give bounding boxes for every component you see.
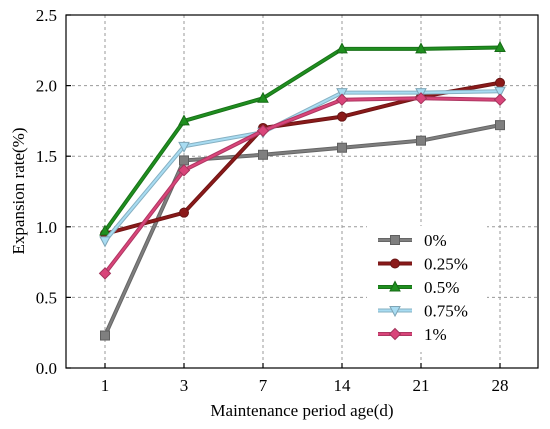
series-line	[104, 81, 501, 235]
x-tick-label: 21	[413, 376, 430, 395]
y-tick-label: 0.5	[36, 288, 57, 307]
data-point	[179, 207, 189, 218]
data-point	[495, 77, 505, 88]
data-point	[99, 224, 111, 236]
data-point	[494, 40, 506, 52]
y-tick-label: 2.0	[36, 77, 57, 96]
data-point	[98, 267, 112, 280]
legend-marker	[389, 280, 401, 292]
series-line-outline	[104, 80, 501, 236]
plot-area-frame	[65, 14, 539, 369]
y-tick-label: 1.0	[36, 218, 57, 237]
series-0_5pct	[99, 40, 506, 236]
legend-marker	[389, 306, 401, 318]
data-point	[337, 111, 347, 122]
data-point	[414, 92, 428, 105]
series-0_75pct	[99, 86, 506, 248]
y-tick-label: 0.0	[36, 359, 57, 378]
legend-label: 0.5%	[424, 278, 459, 297]
data-point	[494, 86, 506, 98]
x-tick-label: 7	[259, 376, 268, 395]
data-point	[495, 120, 505, 131]
series-line	[104, 46, 501, 232]
x-tick-label: 14	[334, 376, 352, 395]
y-axis-title: Expansion rate(%)	[9, 128, 28, 255]
data-point	[336, 42, 348, 54]
data-point	[335, 93, 349, 106]
x-tick-label: 28	[492, 376, 509, 395]
data-point	[336, 88, 348, 100]
y-tick-label: 2.5	[36, 6, 57, 25]
legend: 0% 0.25% 0.5% 0.75% 1%	[367, 226, 487, 352]
x-tick-label: 1	[101, 376, 110, 395]
data-point	[256, 124, 270, 137]
series-line	[104, 97, 501, 275]
data-point	[337, 142, 347, 153]
legend-label: 1%	[424, 325, 447, 344]
x-tick-label: 3	[180, 376, 189, 395]
data-point	[177, 164, 191, 177]
data-point	[179, 155, 189, 166]
legend-marker	[390, 258, 400, 269]
legend-marker	[390, 235, 400, 245]
data-point	[416, 135, 426, 146]
series-line	[104, 90, 501, 242]
y-tick-label: 1.5	[36, 147, 57, 166]
legend-label: 0%	[424, 231, 447, 250]
legend-marker	[388, 327, 402, 341]
data-point	[415, 42, 427, 54]
data-point	[257, 91, 269, 103]
data-point	[493, 93, 507, 106]
data-point	[100, 330, 110, 341]
series-lines	[98, 40, 507, 341]
x-axis-title: Maintenance period age(d)	[210, 401, 393, 420]
data-point	[258, 149, 268, 160]
data-point	[178, 141, 190, 153]
legend-label: 0.25%	[424, 255, 468, 274]
data-point	[99, 236, 111, 248]
data-point	[178, 114, 190, 126]
axis-ticks: 1 3 7 14 21 28 0.0 0.5 1.0 1.5 2.0 2.5	[36, 6, 509, 395]
legend-label: 0.75%	[424, 302, 468, 321]
series-1pct	[98, 92, 507, 280]
